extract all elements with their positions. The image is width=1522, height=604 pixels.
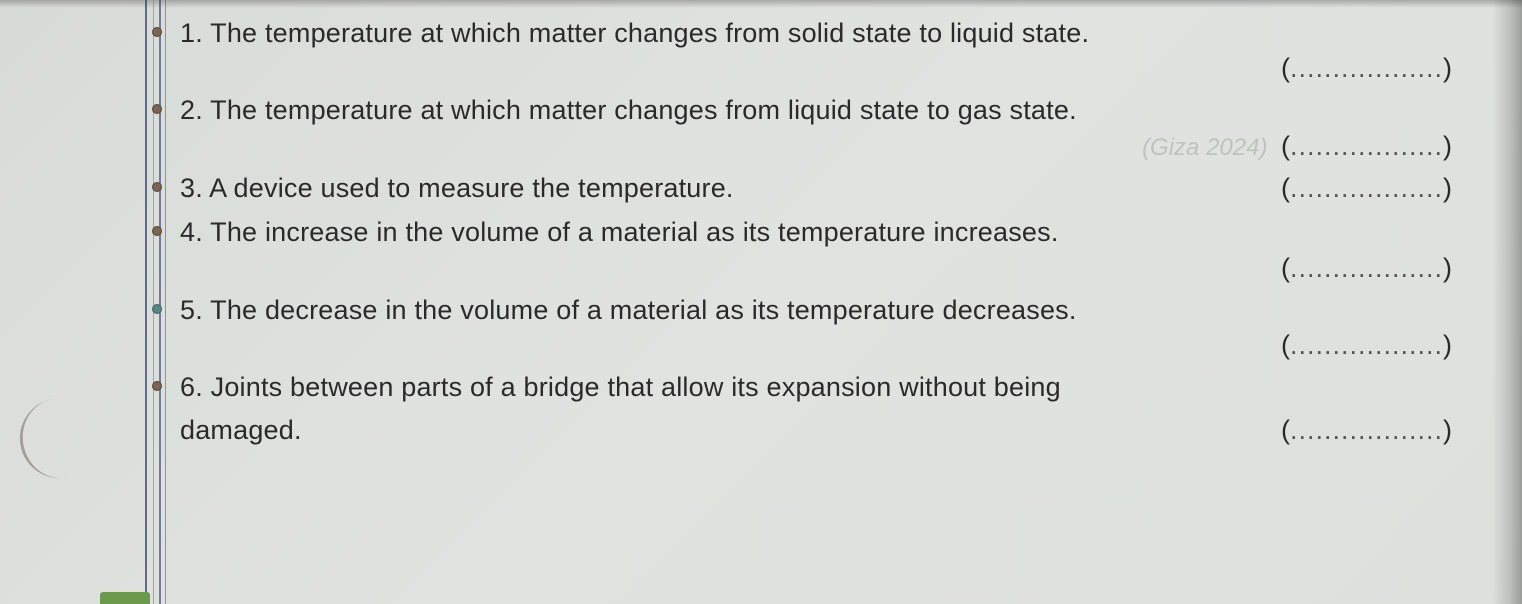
page-edge-shadow-right (1492, 0, 1522, 604)
page-curl-mark (14, 395, 87, 484)
question-item-5: 5. The decrease in the volume of a mater… (180, 292, 1482, 361)
question-text-line2: damaged. (180, 412, 302, 448)
question-item-6: 6. Joints between parts of a bridge that… (180, 369, 1482, 448)
question-text: 2. The temperature at which matter chang… (180, 92, 1482, 128)
green-tab-marker (100, 592, 150, 604)
question-number: 1. (180, 18, 203, 48)
question-body: The decrease in the volume of a material… (210, 295, 1076, 325)
question-number: 3. (180, 173, 203, 203)
question-body: The temperature at which matter changes … (210, 95, 1077, 125)
question-text-line1: 6. Joints between parts of a bridge that… (180, 369, 1482, 405)
question-text: 1. The temperature at which matter chang… (180, 15, 1482, 51)
book-spine-binding (145, 0, 175, 604)
question-item-2: 2. The temperature at which matter chang… (180, 92, 1482, 161)
question-text: 5. The decrease in the volume of a mater… (180, 292, 1482, 328)
answer-blank: (..................) (180, 330, 1482, 361)
question-item-4: 4. The increase in the volume of a mater… (180, 214, 1482, 283)
question-number: 6. (180, 372, 203, 402)
question-body-line2: damaged. (180, 415, 302, 445)
bullet-icon (152, 304, 162, 314)
page-edge-shadow-top (0, 0, 1522, 8)
question-number: 5. (180, 295, 203, 325)
answer-blank: (Giza 2024) (..................) (180, 131, 1482, 162)
question-item-3: 3. A device used to measure the temperat… (180, 170, 1482, 206)
bullet-icon (152, 27, 162, 37)
question-list: 1. The temperature at which matter chang… (180, 15, 1482, 456)
question-body: The temperature at which matter changes … (210, 18, 1089, 48)
question-body: A device used to measure the temperature… (209, 173, 734, 203)
answer-blank: (..................) (1281, 173, 1452, 204)
question-text: 3. A device used to measure the temperat… (180, 170, 734, 206)
bullet-icon (152, 182, 162, 192)
question-item-1: 1. The temperature at which matter chang… (180, 15, 1482, 84)
question-number: 2. (180, 95, 203, 125)
answer-blank: (..................) (1281, 415, 1452, 446)
question-number: 4. (180, 217, 203, 247)
question-text: 4. The increase in the volume of a mater… (180, 214, 1482, 250)
question-body-line1: Joints between parts of a bridge that al… (211, 372, 1061, 402)
source-hint: (Giza 2024) (1142, 134, 1267, 161)
question-body: The increase in the volume of a material… (210, 217, 1058, 247)
answer-blank: (..................) (180, 53, 1482, 84)
answer-blank: (..................) (180, 253, 1482, 284)
